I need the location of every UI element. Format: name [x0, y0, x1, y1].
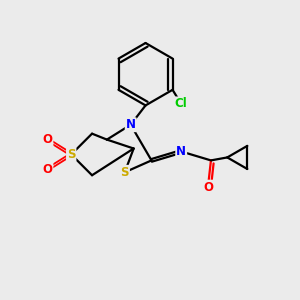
- Text: S: S: [67, 148, 76, 161]
- Text: N: N: [176, 145, 186, 158]
- Text: O: O: [43, 133, 52, 146]
- Text: Cl: Cl: [175, 98, 188, 110]
- Text: S: S: [121, 166, 129, 179]
- Text: N: N: [126, 118, 136, 131]
- Text: O: O: [203, 181, 213, 194]
- Text: O: O: [43, 163, 52, 176]
